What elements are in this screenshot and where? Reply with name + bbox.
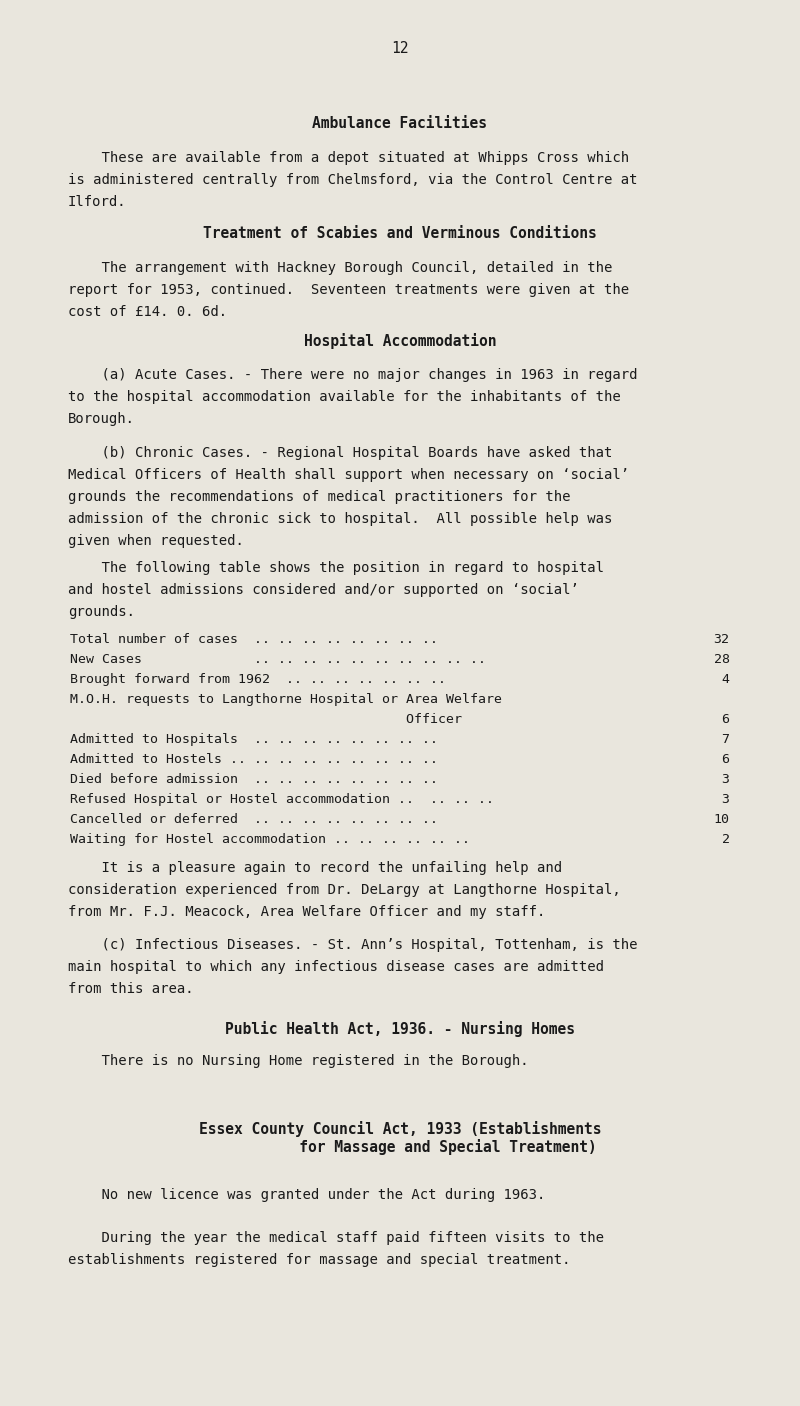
Text: These are available from a depot situated at Whipps Cross which: These are available from a depot situate… — [68, 150, 629, 165]
Text: Officer: Officer — [70, 713, 462, 725]
Text: 12: 12 — [391, 41, 409, 56]
Text: from Mr. F.J. Meacock, Area Welfare Officer and my staff.: from Mr. F.J. Meacock, Area Welfare Offi… — [68, 905, 546, 920]
Text: 2: 2 — [722, 832, 730, 846]
Text: Cancelled or deferred  .. .. .. .. .. .. .. ..: Cancelled or deferred .. .. .. .. .. .. … — [70, 813, 438, 825]
Text: admission of the chronic sick to hospital.  All possible help was: admission of the chronic sick to hospita… — [68, 512, 612, 526]
Text: report for 1953, continued.  Seventeen treatments were given at the: report for 1953, continued. Seventeen tr… — [68, 283, 629, 297]
Text: There is no Nursing Home registered in the Borough.: There is no Nursing Home registered in t… — [68, 1054, 529, 1069]
Text: grounds the recommendations of medical practitioners for the: grounds the recommendations of medical p… — [68, 491, 570, 503]
Text: Public Health Act, 1936. - Nursing Homes: Public Health Act, 1936. - Nursing Homes — [225, 1021, 575, 1038]
Text: 10: 10 — [714, 813, 730, 825]
Text: (c) Infectious Diseases. - St. Ann’s Hospital, Tottenham, is the: (c) Infectious Diseases. - St. Ann’s Hos… — [68, 938, 638, 952]
Text: Medical Officers of Health shall support when necessary on ‘social’: Medical Officers of Health shall support… — [68, 468, 629, 482]
Text: 3: 3 — [722, 773, 730, 786]
Text: and hostel admissions considered and/or supported on ‘social’: and hostel admissions considered and/or … — [68, 583, 579, 598]
Text: to the hospital accommodation available for the inhabitants of the: to the hospital accommodation available … — [68, 389, 621, 404]
Text: 7: 7 — [722, 733, 730, 747]
Text: 28: 28 — [714, 652, 730, 666]
Text: Refused Hospital or Hostel accommodation ..  .. .. ..: Refused Hospital or Hostel accommodation… — [70, 793, 494, 806]
Text: The arrangement with Hackney Borough Council, detailed in the: The arrangement with Hackney Borough Cou… — [68, 262, 612, 276]
Text: Waiting for Hostel accommodation .. .. .. .. .. ..: Waiting for Hostel accommodation .. .. .… — [70, 832, 470, 846]
Text: (a) Acute Cases. - There were no major changes in 1963 in regard: (a) Acute Cases. - There were no major c… — [68, 368, 638, 382]
Text: (b) Chronic Cases. - Regional Hospital Boards have asked that: (b) Chronic Cases. - Regional Hospital B… — [68, 446, 612, 460]
Text: M.O.H. requests to Langthorne Hospital or Area Welfare: M.O.H. requests to Langthorne Hospital o… — [70, 693, 502, 706]
Text: given when requested.: given when requested. — [68, 534, 244, 548]
Text: 6: 6 — [722, 713, 730, 725]
Text: establishments registered for massage and special treatment.: establishments registered for massage an… — [68, 1253, 570, 1267]
Text: New Cases              .. .. .. .. .. .. .. .. .. ..: New Cases .. .. .. .. .. .. .. .. .. .. — [70, 652, 486, 666]
Text: 6: 6 — [722, 754, 730, 766]
Text: No new licence was granted under the Act during 1963.: No new licence was granted under the Act… — [68, 1188, 546, 1202]
Text: 32: 32 — [714, 633, 730, 645]
Text: from this area.: from this area. — [68, 981, 194, 995]
Text: Ilford.: Ilford. — [68, 195, 126, 209]
Text: main hospital to which any infectious disease cases are admitted: main hospital to which any infectious di… — [68, 960, 604, 974]
Text: Essex County Council Act, 1933 (Establishments: Essex County Council Act, 1933 (Establis… — [198, 1121, 602, 1137]
Text: 4: 4 — [722, 673, 730, 686]
Text: The following table shows the position in regard to hospital: The following table shows the position i… — [68, 561, 604, 575]
Text: Admitted to Hostels .. .. .. .. .. .. .. .. ..: Admitted to Hostels .. .. .. .. .. .. ..… — [70, 754, 438, 766]
Text: Brought forward from 1962  .. .. .. .. .. .. ..: Brought forward from 1962 .. .. .. .. ..… — [70, 673, 446, 686]
Text: cost of £14. 0. 6d.: cost of £14. 0. 6d. — [68, 305, 227, 319]
Text: is administered centrally from Chelmsford, via the Control Centre at: is administered centrally from Chelmsfor… — [68, 173, 638, 187]
Text: Died before admission  .. .. .. .. .. .. .. ..: Died before admission .. .. .. .. .. .. … — [70, 773, 438, 786]
Text: for Massage and Special Treatment): for Massage and Special Treatment) — [203, 1139, 597, 1154]
Text: Ambulance Facilities: Ambulance Facilities — [313, 117, 487, 131]
Text: grounds.: grounds. — [68, 605, 135, 619]
Text: It is a pleasure again to record the unfailing help and: It is a pleasure again to record the unf… — [68, 860, 562, 875]
Text: During the year the medical staff paid fifteen visits to the: During the year the medical staff paid f… — [68, 1232, 604, 1244]
Text: Borough.: Borough. — [68, 412, 135, 426]
Text: Treatment of Scabies and Verminous Conditions: Treatment of Scabies and Verminous Condi… — [203, 226, 597, 240]
Text: Total number of cases  .. .. .. .. .. .. .. ..: Total number of cases .. .. .. .. .. .. … — [70, 633, 438, 645]
Text: Admitted to Hospitals  .. .. .. .. .. .. .. ..: Admitted to Hospitals .. .. .. .. .. .. … — [70, 733, 438, 747]
Text: 3: 3 — [722, 793, 730, 806]
Text: Hospital Accommodation: Hospital Accommodation — [304, 333, 496, 349]
Text: consideration experienced from Dr. DeLargy at Langthorne Hospital,: consideration experienced from Dr. DeLar… — [68, 883, 621, 897]
